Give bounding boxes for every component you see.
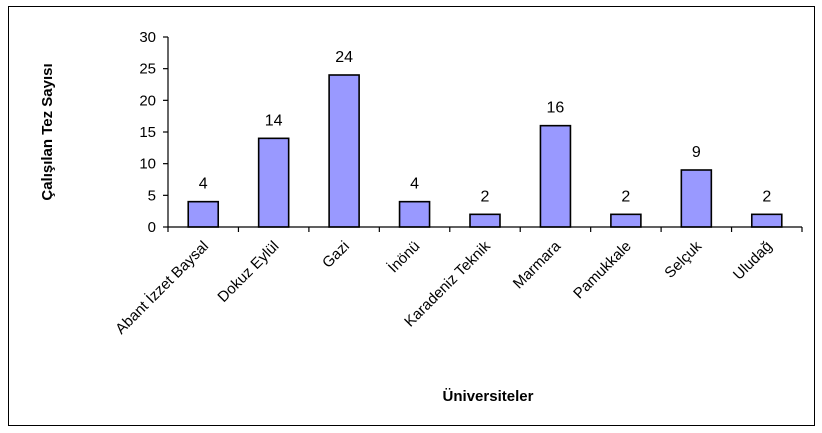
bar-5 (539, 124, 572, 228)
y-tick-label-0: 0 (148, 219, 156, 236)
data-label-3: 4 (410, 176, 419, 193)
bar-8 (750, 213, 783, 228)
x-tick-label-0: Abant İzzet Baysal (111, 237, 212, 338)
y-tick-label-4: 20 (139, 92, 156, 109)
y-tick-label-6: 30 (139, 29, 156, 46)
bar-6 (610, 213, 642, 228)
y-axis-title: Çalışılan Tez Sayısı (39, 63, 56, 200)
x-tick-label-5: Marmara (510, 237, 565, 292)
x-tick-label-3: İnönü (384, 237, 423, 276)
y-tick-label-2: 10 (139, 156, 156, 173)
x-tick-label-2: Gazi (319, 238, 353, 272)
x-axis-title: Üniversiteler (443, 388, 534, 405)
y-tick-label-5: 25 (139, 61, 156, 78)
data-label-8: 2 (762, 188, 771, 205)
data-label-4: 2 (481, 188, 490, 205)
data-label-7: 9 (692, 144, 701, 161)
axes-layer (163, 36, 803, 232)
x-tick-label-1: Dokuz Eylül (214, 238, 282, 306)
bar-1 (257, 137, 290, 228)
data-label-5: 16 (547, 100, 565, 117)
bar-2 (328, 74, 360, 228)
data-label-6: 2 (621, 188, 630, 205)
data-label-0: 4 (199, 176, 208, 193)
bar-0 (187, 200, 220, 228)
x-tick-label-6: Pamukkale (570, 238, 634, 302)
bar-4 (469, 213, 501, 228)
x-tick-label-8: Uludağ (730, 238, 776, 284)
x-tick-label-7: Selçuk (661, 237, 705, 281)
data-label-1: 14 (265, 112, 283, 129)
y-tick-label-3: 15 (139, 124, 156, 141)
data-label-2: 24 (335, 49, 353, 66)
bar-7 (680, 169, 713, 228)
y-tick-label-1: 5 (148, 187, 156, 204)
bars-layer (187, 74, 783, 228)
bar-3 (398, 200, 431, 228)
